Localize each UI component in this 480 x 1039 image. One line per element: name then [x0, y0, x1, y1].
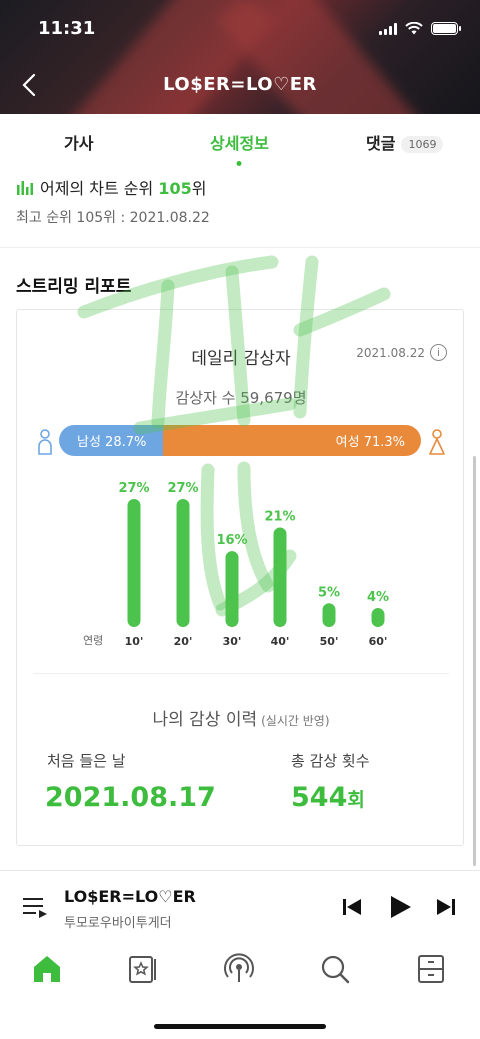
streaming-report-card: 데일리 감상자 2021.08.22 i 감상자 수 59,679명 남성 28…	[16, 309, 464, 846]
section-divider	[0, 247, 480, 248]
signal-icon	[379, 22, 397, 35]
chart-rank-value: 105	[158, 179, 192, 198]
realtime-note: (실시간 반영)	[261, 714, 330, 728]
battery-icon	[431, 22, 461, 35]
active-tab-dot	[236, 161, 242, 166]
count-unit: 회	[347, 789, 365, 811]
female-icon	[429, 429, 445, 455]
wifi-icon	[405, 22, 423, 35]
next-icon[interactable]	[432, 893, 460, 921]
peak-rank: 최고 순위 105위 : 2021.08.22	[16, 210, 210, 226]
header-background: 11:31 LO$ER=LO♡ER	[0, 0, 480, 114]
bottom-nav	[0, 942, 480, 1039]
first-listen-label: 처음 들은 날	[47, 752, 126, 770]
gender-ratio-bar: 남성 28.7% 여성 71.3%	[59, 425, 421, 456]
count-number: 544	[291, 782, 348, 813]
player-song-title: LO$ER=LO♡ER	[64, 887, 196, 906]
card-divider	[33, 673, 449, 674]
female-label: 여성 71.3%	[335, 435, 405, 450]
mini-player[interactable]: LO$ER=LO♡ER 투모로우바이투게더	[0, 870, 480, 942]
age-value-label: 5%	[318, 585, 340, 600]
chart-rank-prefix: 어제의 차트 순위	[40, 179, 159, 198]
age-bar	[322, 603, 336, 627]
my-history-title: 나의 감상 이력 (실시간 반영)	[17, 705, 465, 730]
home-icon[interactable]	[30, 952, 64, 986]
age-category-label: 40'	[271, 635, 290, 648]
search-icon[interactable]	[318, 952, 352, 986]
scrollbar[interactable]	[473, 456, 476, 866]
age-bar	[176, 499, 190, 627]
chart-rank-line: 어제의 차트 순위 105위	[16, 175, 206, 199]
age-value-label: 16%	[216, 533, 247, 548]
report-date: 2021.08.22	[356, 346, 425, 360]
age-bar	[273, 527, 287, 627]
comment-count-badge: 1069	[401, 136, 444, 153]
tab-details[interactable]: 상세정보	[210, 130, 269, 166]
age-axis-label: 연령	[83, 634, 103, 647]
tab-comments[interactable]: 댓글 1069	[366, 130, 444, 154]
chart-bars-icon	[17, 181, 33, 195]
male-segment: 남성 28.7%	[59, 425, 163, 456]
status-icons	[379, 22, 461, 35]
my-history-label: 나의 감상 이력	[152, 710, 258, 730]
nav-header: LO$ER=LO♡ER	[0, 64, 480, 108]
age-category-label: 20'	[174, 635, 193, 648]
age-bar	[127, 499, 141, 627]
song-title: LO$ER=LO♡ER	[163, 74, 317, 95]
daily-listeners-title: 데일리 감상자	[191, 349, 291, 369]
first-listen-date: 2021.08.17	[45, 782, 216, 813]
podcast-icon[interactable]	[222, 952, 256, 986]
total-count-label: 총 감상 횟수	[291, 752, 370, 770]
playlist-icon[interactable]	[22, 895, 48, 919]
info-icon[interactable]: i	[430, 344, 447, 361]
age-category-label: 10'	[125, 635, 144, 648]
listener-count: 감상자 수 59,679명	[175, 389, 307, 407]
tab-bar: 가사 상세정보 댓글 1069	[0, 114, 480, 166]
female-segment: 여성 71.3%	[162, 425, 421, 456]
status-bar: 11:31	[0, 14, 480, 44]
age-value-label: 27%	[167, 481, 198, 496]
back-icon[interactable]	[16, 70, 46, 100]
chart-rank-suffix: 위	[191, 179, 207, 198]
home-indicator	[154, 1024, 326, 1029]
drawer-icon[interactable]	[414, 952, 448, 986]
status-time: 11:31	[38, 18, 96, 39]
age-category-label: 50'	[320, 635, 339, 648]
age-value-label: 21%	[264, 509, 295, 524]
library-icon[interactable]	[126, 952, 160, 986]
male-label: 남성 28.7%	[77, 435, 147, 450]
play-icon[interactable]	[386, 893, 414, 921]
age-value-label: 4%	[367, 590, 389, 605]
player-artist: 투모로우바이투게더	[64, 916, 172, 931]
age-bar	[225, 551, 239, 627]
age-bar-chart: 연령 27% 10' 27% 20' 16% 30' 21% 40' 5% 50' 4% 60'	[83, 481, 389, 648]
age-value-label: 27%	[118, 481, 149, 496]
age-category-label: 30'	[223, 635, 242, 648]
age-bar	[371, 608, 385, 627]
tab-lyrics[interactable]: 가사	[64, 134, 94, 153]
total-count-value: 544회	[291, 782, 365, 813]
previous-icon[interactable]	[338, 893, 366, 921]
male-icon	[38, 429, 52, 455]
streaming-report-title: 스트리밍 리포트	[16, 277, 132, 297]
age-category-label: 60'	[369, 635, 388, 648]
